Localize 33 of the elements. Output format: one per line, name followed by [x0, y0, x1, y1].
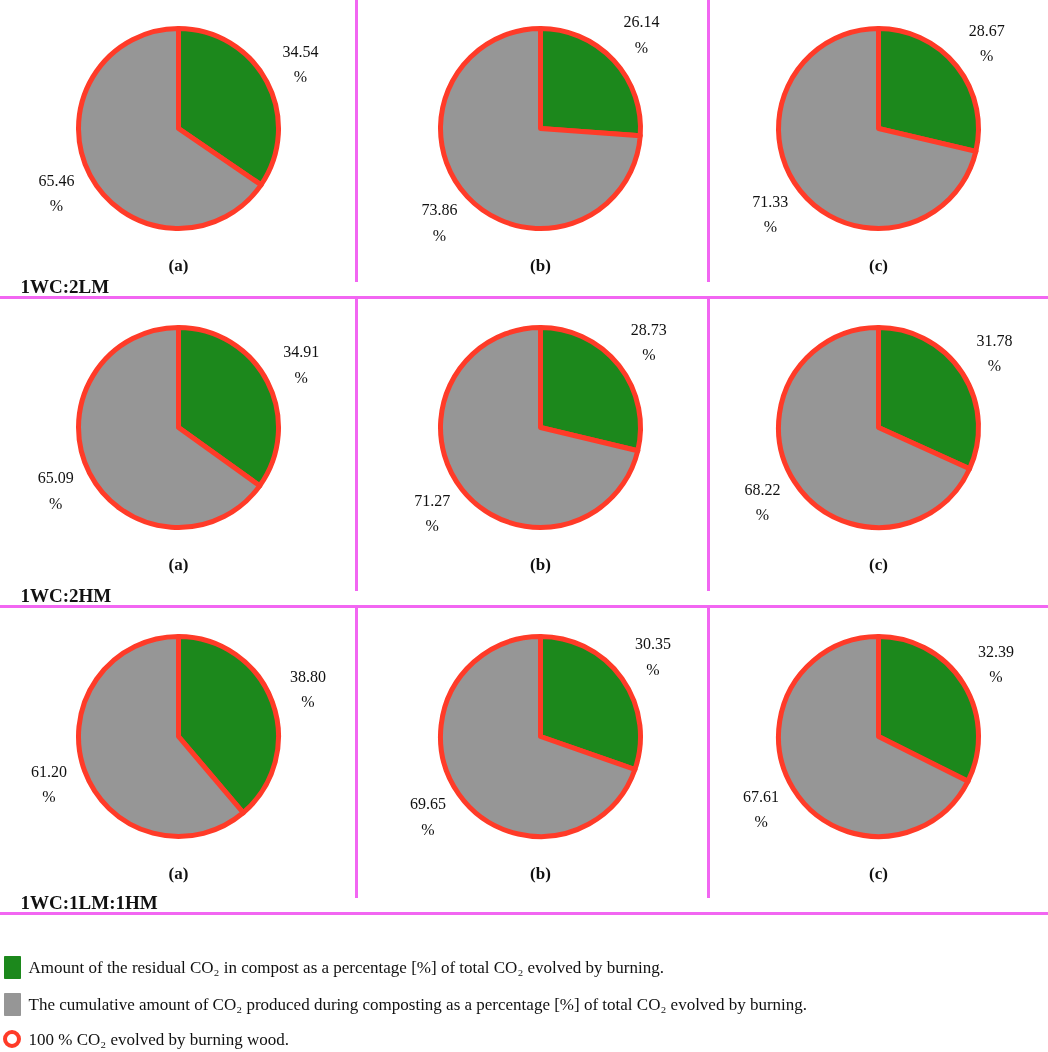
data-label: 61.20 %: [30, 762, 67, 806]
legend-label: Amount of the residual CO₂ in compost as a percentage [%] of total CO₂ evolved by burning.: [28, 958, 665, 977]
data-label: 65.46 %: [38, 171, 75, 215]
text: (a): [168, 256, 189, 275]
data-label: 31.78 %: [976, 331, 1013, 374]
data-label: 28.67 %: [968, 21, 1005, 65]
text: (b): [530, 256, 551, 275]
legend-label: The cumulative amount of CO₂ produced during composting as a percentage [%] of total CO₂ evolved by burning.: [28, 995, 808, 1014]
data-label: 34.54 %: [282, 42, 319, 86]
data-label: 26.14 %: [623, 13, 660, 56]
text: (a): [168, 555, 189, 574]
text: (a): [168, 864, 189, 883]
data-label: 73.86 %: [421, 201, 458, 244]
data-label: 69.65 %: [409, 795, 446, 838]
data-label: 32.39 %: [977, 642, 1014, 686]
text: 1WC:2LM: [20, 276, 110, 297]
data-label: 71.27 %: [414, 491, 451, 535]
data-label: 28.73 %: [630, 320, 667, 364]
text: (b): [530, 864, 551, 883]
text: 100 % CO₂ evolved by burning wood.: [28, 1030, 289, 1049]
text: 1WC:1LM:1HM: [20, 892, 158, 913]
text: (c): [869, 864, 888, 883]
data-label: 30.35 %: [635, 635, 672, 678]
data-label: 71.33 %: [752, 192, 789, 236]
text: (b): [530, 555, 551, 574]
text: 1WC:2HM: [20, 585, 112, 606]
data-label: 34.91 %: [283, 343, 320, 386]
text: (c): [869, 256, 888, 275]
data-label: 65.09 %: [37, 469, 74, 512]
data-label: 68.22 %: [744, 481, 781, 524]
text: (c): [869, 555, 888, 574]
data-label: 38.80 %: [290, 667, 327, 711]
data-label: 67.61 %: [743, 787, 780, 831]
